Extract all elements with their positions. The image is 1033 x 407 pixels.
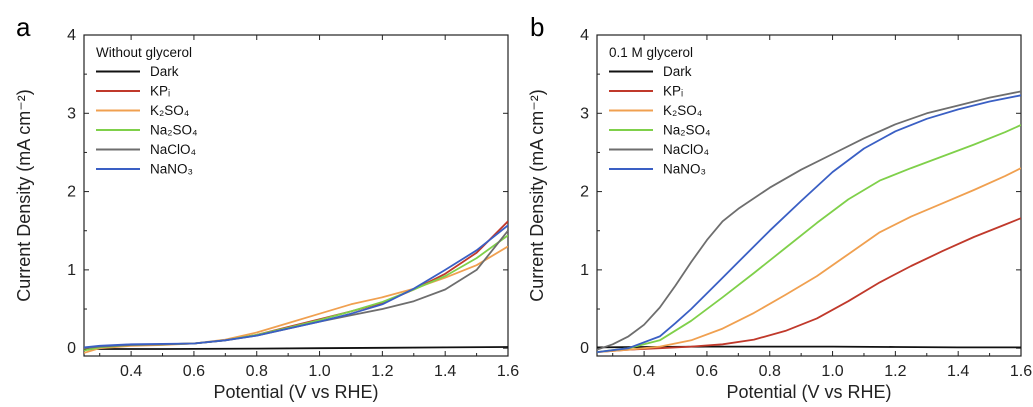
legend-label-na2so4: Na₂SO₄ — [150, 123, 198, 138]
series-line-nano3 — [84, 224, 508, 349]
x-tick-label: 0.6 — [183, 363, 205, 380]
y-tick-label: 4 — [67, 27, 76, 44]
panel-letter: a — [16, 12, 31, 42]
legend-label-dark: Dark — [663, 64, 692, 79]
y-tick-label: 1 — [67, 262, 76, 279]
x-tick-label: 0.6 — [696, 363, 718, 380]
y-tick-label: 0 — [67, 340, 76, 357]
series-line-k2so4 — [597, 167, 1021, 353]
legend-label-k2so4: K₂SO₄ — [150, 103, 189, 118]
legend-label-na2so4: Na₂SO₄ — [663, 123, 711, 138]
x-axis-label: Potential (V vs RHE) — [726, 382, 891, 402]
series-line-naclo4 — [84, 230, 508, 350]
legend-label-nano3: NaNO₃ — [663, 162, 706, 177]
legend-label-naclo4: NaClO₄ — [663, 142, 709, 157]
series-line-na2so4 — [84, 234, 508, 352]
x-tick-label: 0.4 — [120, 363, 142, 380]
legend-label-k2so4: K₂SO₄ — [663, 103, 702, 118]
y-tick-label: 3 — [580, 105, 589, 122]
y-tick-label: 0 — [580, 340, 589, 357]
y-tick-label: 2 — [580, 184, 589, 201]
plot-frame — [596, 34, 1022, 357]
series-line-nano3 — [597, 94, 1021, 353]
x-tick-label: 1.4 — [947, 363, 969, 380]
plot-frame — [83, 34, 509, 357]
series-line-na2so4 — [597, 124, 1021, 353]
y-axis-label: Current Density (mA cm⁻²) — [527, 89, 547, 302]
legend-title: 0.1 M glycerol — [609, 45, 693, 60]
x-axis-label: Potential (V vs RHE) — [213, 382, 378, 402]
panel-letter: b — [530, 12, 544, 42]
y-tick-label: 3 — [67, 105, 76, 122]
x-tick-label: 1.0 — [821, 363, 843, 380]
x-tick-label: 1.4 — [434, 363, 456, 380]
x-tick-label: 0.8 — [759, 363, 781, 380]
y-axis-label: Current Density (mA cm⁻²) — [14, 89, 34, 302]
x-tick-label: 1.6 — [497, 363, 519, 380]
legend-title: Without glycerol — [96, 45, 192, 60]
chart-panel-a: a 0.4 0.6 0.8 1.0 1.2 1.4 1.6 0 1 2 3 4 Potential (V … — [14, 12, 519, 402]
y-tick-label: 2 — [67, 184, 76, 201]
series-line-dark — [84, 346, 508, 350]
y-tick-label: 4 — [580, 27, 589, 44]
y-tick-label: 1 — [580, 262, 589, 279]
legend-label-dark: Dark — [150, 64, 179, 79]
legend-label-nano3: NaNO₃ — [150, 162, 193, 177]
series-line-kpi — [84, 220, 508, 350]
legend-label-naclo4: NaClO₄ — [150, 142, 196, 157]
series-line-kpi — [597, 217, 1021, 353]
x-tick-label: 1.6 — [1010, 363, 1032, 380]
chart-panel-b: b 0.4 0.6 0.8 1.0 1.2 1.4 1.6 0 1 2 3 4 Potential (V … — [527, 12, 1032, 402]
legend-label-kpi: KPᵢ — [150, 84, 170, 99]
x-tick-label: 0.4 — [633, 363, 655, 380]
series-line-k2so4 — [84, 245, 508, 354]
x-tick-label: 0.8 — [246, 363, 268, 380]
series-line-naclo4 — [597, 90, 1021, 351]
x-tick-label: 1.2 — [884, 363, 906, 380]
legend-label-kpi: KPᵢ — [663, 84, 683, 99]
x-tick-label: 1.0 — [308, 363, 330, 380]
x-tick-label: 1.2 — [371, 363, 393, 380]
